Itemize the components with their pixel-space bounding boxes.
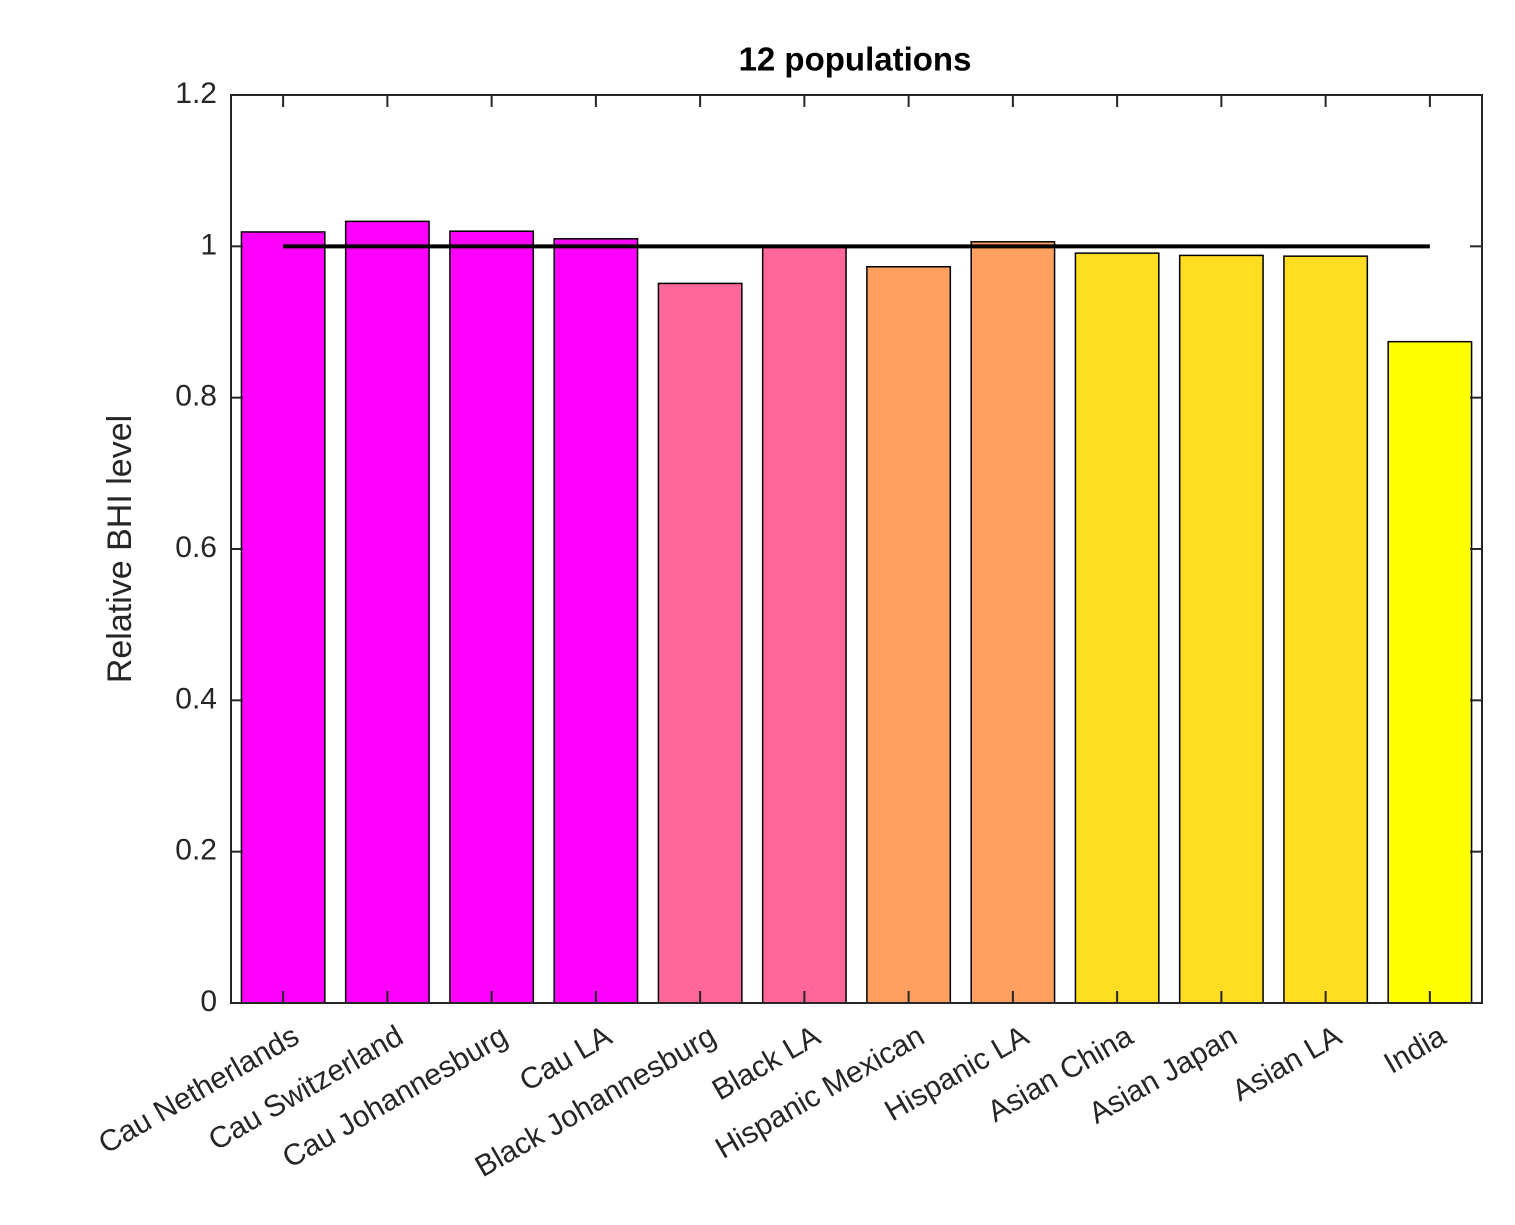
bar [761,245,847,1004]
chart-title: 12 populations [739,41,972,78]
bar [866,266,952,1004]
y-tick-label: 0.8 [175,380,217,413]
y-tick-label: 1 [200,228,217,261]
y-tick-label: 1.2 [175,77,217,110]
bar [1387,340,1473,1004]
x-tick-label: Asian LA [1227,1019,1347,1108]
y-tick-label: 0 [200,985,217,1018]
y-tick-label: 0.2 [175,834,217,867]
y-tick-label: 0.6 [175,531,217,564]
bar [657,282,743,1004]
bar [449,230,535,1004]
x-tick-label: India [1378,1019,1451,1080]
plot-frame [230,94,1483,1004]
bar [1283,255,1369,1004]
bar [1178,254,1264,1004]
bar [1074,252,1160,1004]
y-tick-label: 0.4 [175,682,217,715]
bar [970,241,1056,1004]
y-axis-label: Relative BHI level [101,415,139,683]
bar [553,238,639,1004]
bar [344,220,430,1004]
bar [240,231,326,1004]
